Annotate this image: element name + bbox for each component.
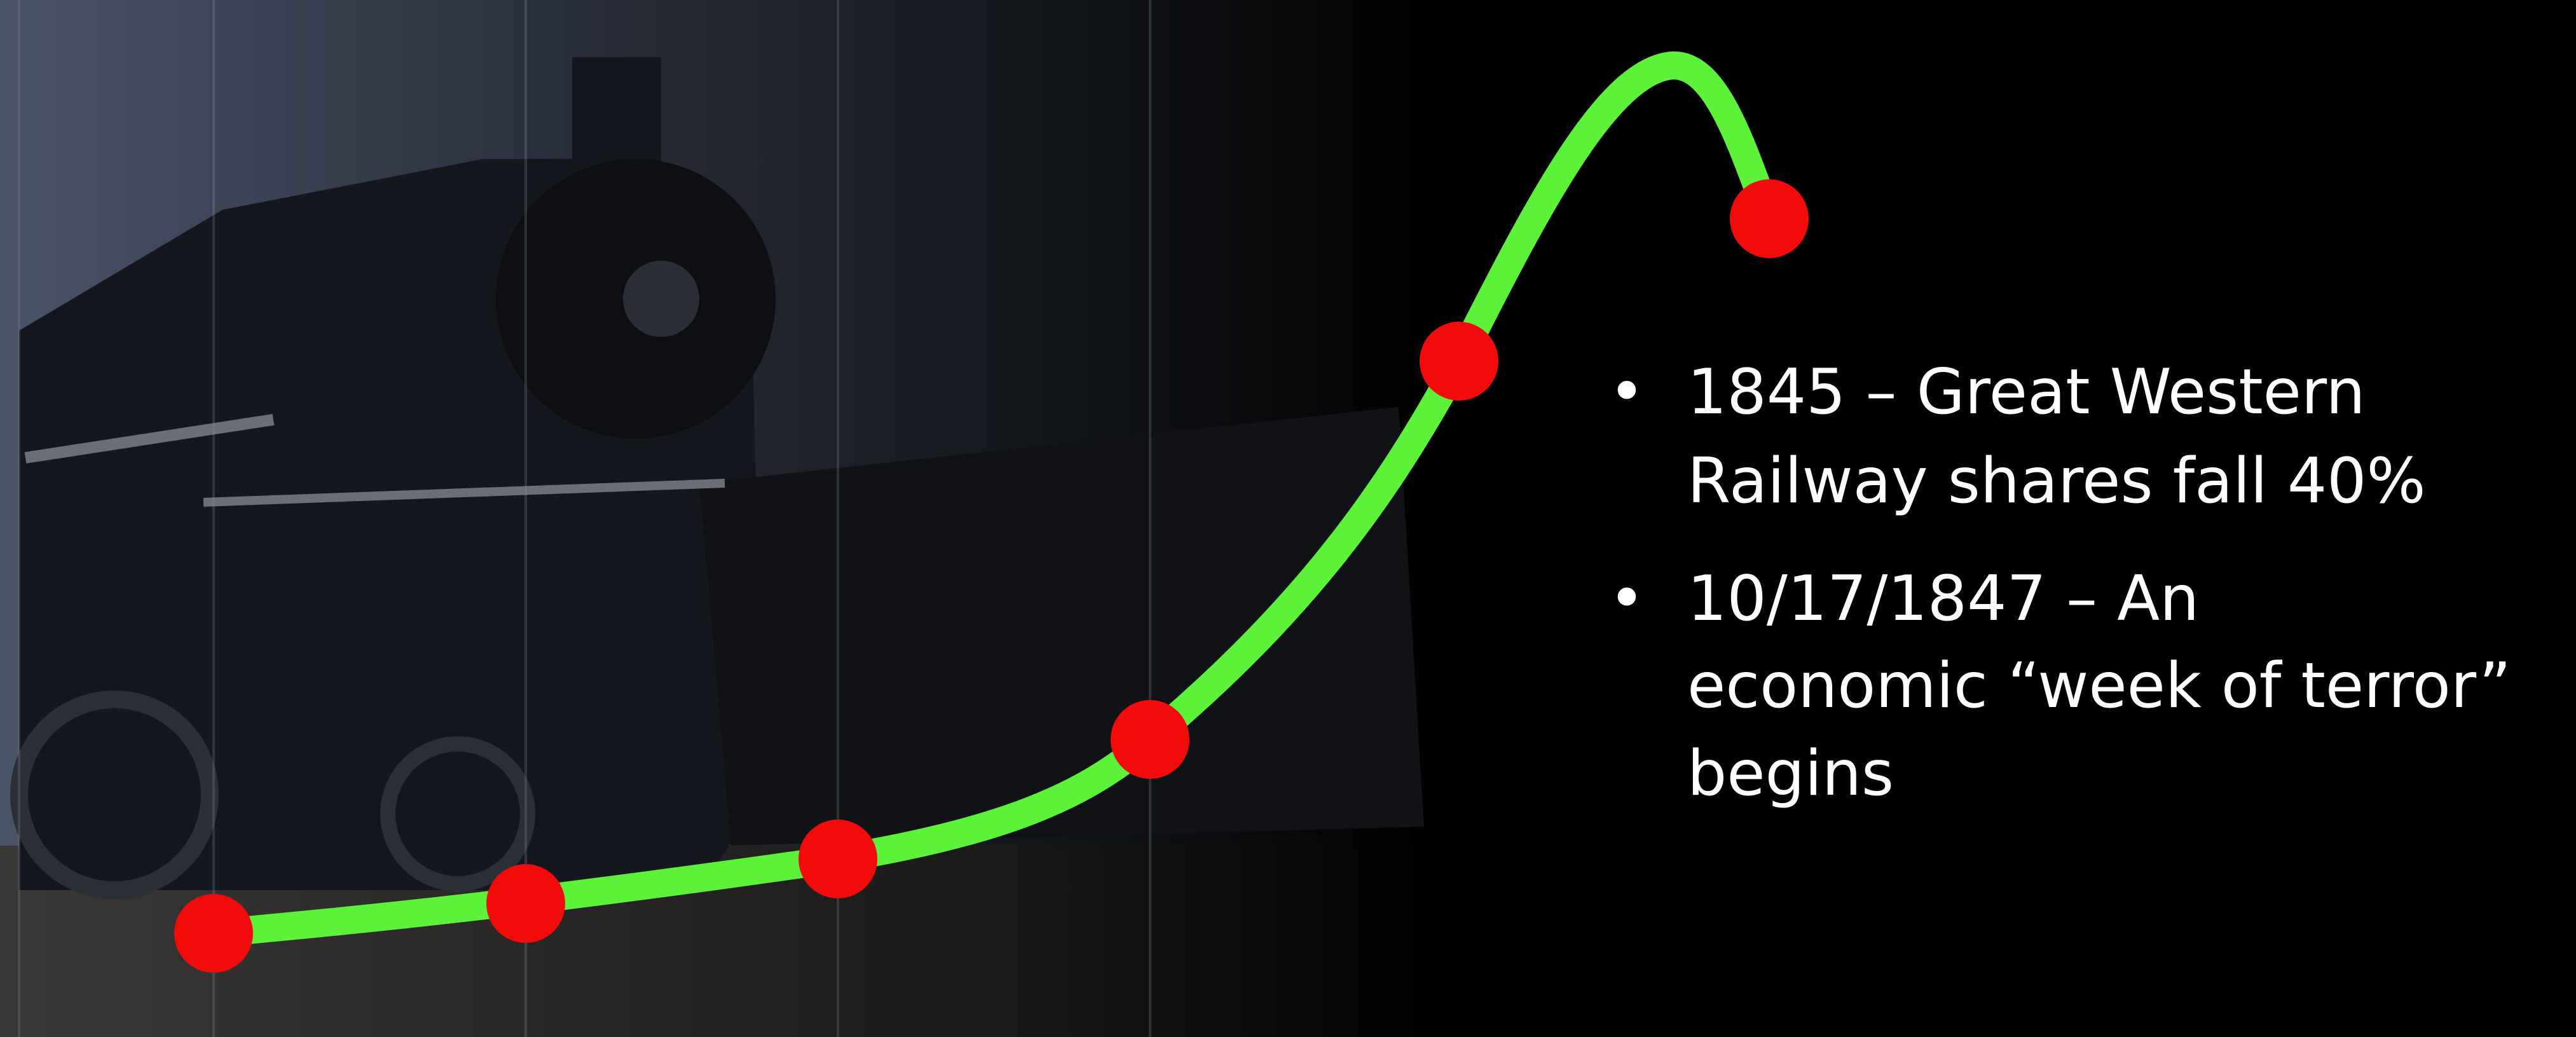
bullet-text: Railway shares fall 40% [1687,445,2426,518]
bullet-list: • 1845 – Great Western Railway shares fa… [1608,356,2511,810]
curve-points [174,179,1809,973]
bullet-text: begins [1687,738,1894,810]
bullet-marker: • [1608,356,1645,429]
bullet-text: 1845 – Great Western [1687,356,2366,429]
background-photo [0,0,1437,1037]
trend-curve [200,52,1783,947]
bullet-marker: • [1608,563,1645,635]
bullet-text: 10/17/1847 – An [1687,563,2199,635]
bullet-text: economic “week of terror” [1687,650,2511,722]
